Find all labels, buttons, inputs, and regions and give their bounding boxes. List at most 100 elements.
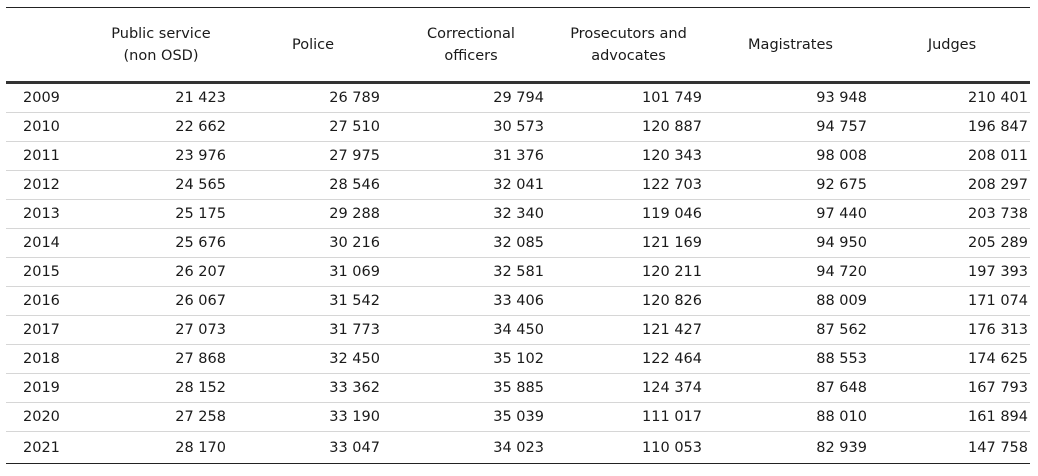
cell-magistrates: 87 562 [707,315,874,345]
cell-correctional-officers: 32 041 [392,170,550,200]
cell-magistrates: 88 009 [707,286,874,316]
cell-prosecutors-advocates: 121 427 [550,315,707,345]
cell-public-service: 27 258 [88,402,234,432]
cell-year: 2015 [6,257,88,287]
table-row: 2016 26 067 31 542 33 406 120 826 88 009 171 0… [6,286,1030,316]
cell-public-service: 27 073 [88,315,234,345]
header-prosecutors-advocates: Prosecutors and advocates [550,7,707,84]
header-correctional-officers: Correctional officers [392,7,550,84]
cell-public-service: 22 662 [88,112,234,142]
table-row: 2014 25 676 30 216 32 085 121 169 94 950 205 2… [6,228,1030,258]
cell-correctional-officers: 34 450 [392,315,550,345]
header-magistrates: Magistrates [707,7,874,84]
cell-year: 2009 [6,82,88,113]
cell-year: 2012 [6,170,88,200]
cell-judges: 208 297 [874,170,1030,200]
table-row: 2010 22 662 27 510 30 573 120 887 94 757 196 8… [6,112,1030,142]
table-row: 2021 28 170 33 047 34 023 110 053 82 939 147 7… [6,431,1030,464]
cell-prosecutors-advocates: 120 211 [550,257,707,287]
salary-table: Public service (non OSD) Police Correcti… [6,7,1030,464]
cell-year: 2010 [6,112,88,142]
cell-police: 27 975 [234,141,392,171]
cell-judges: 203 738 [874,199,1030,229]
cell-year: 2021 [6,431,88,464]
cell-year: 2014 [6,228,88,258]
cell-prosecutors-advocates: 119 046 [550,199,707,229]
cell-police: 33 190 [234,402,392,432]
cell-prosecutors-advocates: 111 017 [550,402,707,432]
cell-correctional-officers: 35 039 [392,402,550,432]
cell-magistrates: 94 720 [707,257,874,287]
cell-public-service: 24 565 [88,170,234,200]
cell-year: 2016 [6,286,88,316]
cell-judges: 171 074 [874,286,1030,316]
cell-police: 32 450 [234,344,392,374]
cell-correctional-officers: 35 102 [392,344,550,374]
cell-correctional-officers: 29 794 [392,82,550,113]
cell-year: 2020 [6,402,88,432]
cell-year: 2018 [6,344,88,374]
header-row: Public service (non OSD) Police Correcti… [6,7,1030,84]
header-line: Magistrates [748,36,833,53]
cell-magistrates: 82 939 [707,431,874,464]
cell-magistrates: 92 675 [707,170,874,200]
cell-correctional-officers: 32 085 [392,228,550,258]
cell-prosecutors-advocates: 122 464 [550,344,707,374]
table-row: 2013 25 175 29 288 32 340 119 046 97 440 203 7… [6,199,1030,229]
cell-prosecutors-advocates: 101 749 [550,82,707,113]
cell-judges: 197 393 [874,257,1030,287]
cell-prosecutors-advocates: 124 374 [550,373,707,403]
header-public-service: Public service (non OSD) [88,7,234,84]
cell-judges: 210 401 [874,82,1030,113]
data-table-container: Public service (non OSD) Police Correcti… [6,7,1030,464]
cell-year: 2017 [6,315,88,345]
cell-public-service: 27 868 [88,344,234,374]
cell-judges: 196 847 [874,112,1030,142]
cell-year: 2019 [6,373,88,403]
header-line: officers [444,47,498,64]
header-judges: Judges [874,7,1030,84]
header-line: Correctional [427,25,515,42]
cell-public-service: 26 207 [88,257,234,287]
cell-magistrates: 87 648 [707,373,874,403]
cell-police: 31 542 [234,286,392,316]
table-row: 2009 21 423 26 789 29 794 101 749 93 948 210 4… [6,82,1030,113]
cell-magistrates: 88 010 [707,402,874,432]
header-line: Judges [927,36,977,53]
cell-prosecutors-advocates: 122 703 [550,170,707,200]
cell-correctional-officers: 34 023 [392,431,550,464]
cell-police: 31 773 [234,315,392,345]
table-row: 2015 26 207 31 069 32 581 120 211 94 720 197 3… [6,257,1030,287]
cell-prosecutors-advocates: 120 343 [550,141,707,171]
cell-judges: 167 793 [874,373,1030,403]
cell-police: 33 047 [234,431,392,464]
cell-correctional-officers: 32 340 [392,199,550,229]
cell-prosecutors-advocates: 120 826 [550,286,707,316]
cell-magistrates: 93 948 [707,82,874,113]
cell-police: 28 546 [234,170,392,200]
cell-correctional-officers: 31 376 [392,141,550,171]
cell-magistrates: 94 950 [707,228,874,258]
cell-year: 2013 [6,199,88,229]
table-row: 2011 23 976 27 975 31 376 120 343 98 008 208 0… [6,141,1030,171]
cell-public-service: 23 976 [88,141,234,171]
table-row: 2012 24 565 28 546 32 041 122 703 92 675 208 2… [6,170,1030,200]
cell-public-service: 25 175 [88,199,234,229]
cell-magistrates: 88 553 [707,344,874,374]
table-row: 2020 27 258 33 190 35 039 111 017 88 010 161 8… [6,402,1030,432]
cell-police: 30 216 [234,228,392,258]
cell-correctional-officers: 35 885 [392,373,550,403]
cell-judges: 176 313 [874,315,1030,345]
table-row: 2017 27 073 31 773 34 450 121 427 87 562 176 3… [6,315,1030,345]
cell-magistrates: 94 757 [707,112,874,142]
header-line: (non OSD) [123,47,199,64]
cell-public-service: 28 170 [88,431,234,464]
cell-judges: 208 011 [874,141,1030,171]
cell-magistrates: 98 008 [707,141,874,171]
cell-judges: 147 758 [874,431,1030,464]
header-line: Public service [111,25,211,42]
header-line: advocates [591,47,666,64]
cell-correctional-officers: 33 406 [392,286,550,316]
cell-public-service: 21 423 [88,82,234,113]
header-line: Prosecutors and [570,25,687,42]
